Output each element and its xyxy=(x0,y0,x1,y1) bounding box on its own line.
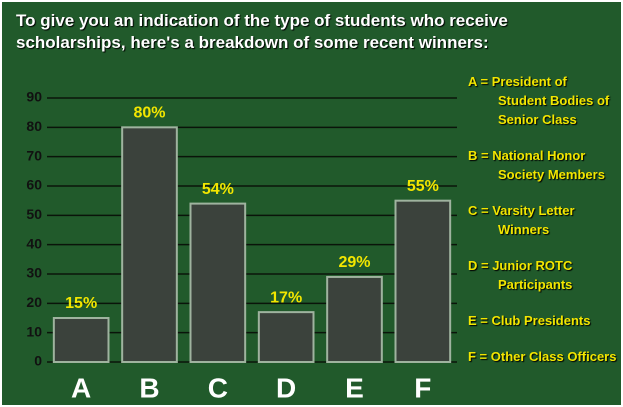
y-tick-label: 50 xyxy=(26,206,42,222)
legend-entry: B = National Honor Society Members xyxy=(468,146,618,184)
value-label: 55% xyxy=(407,178,439,195)
x-tick-label: A xyxy=(71,372,91,403)
value-label: 15% xyxy=(65,295,97,312)
chart-title: To give you an indication of the type of… xyxy=(16,10,596,54)
y-tick-label: 10 xyxy=(26,323,42,339)
y-tick-label: 30 xyxy=(26,265,42,281)
legend: A = President of Student Bodies of Senio… xyxy=(468,72,618,383)
legend-entry: E = Club Presidents xyxy=(468,311,618,330)
x-tick-label: D xyxy=(276,372,296,403)
x-tick-label: C xyxy=(208,372,228,403)
y-tick-label: 20 xyxy=(26,294,42,310)
y-tick-label: 70 xyxy=(26,147,42,163)
bar xyxy=(259,312,314,362)
x-tick-label: B xyxy=(139,372,159,403)
chart-panel: 0 10 20 30 40 50 60 70 80 90 A 15% B 80% C 54% D 17% E 29% F… xyxy=(2,2,621,405)
y-tick-label: 80 xyxy=(26,118,42,134)
bar xyxy=(54,318,109,362)
legend-entry: C = Varsity Letter Winners xyxy=(468,201,618,239)
y-tick-label: 90 xyxy=(26,89,42,105)
value-label: 80% xyxy=(133,105,165,122)
legend-entry: D = Junior ROTC Participants xyxy=(468,256,618,294)
legend-entry: F = Other Class Officers xyxy=(468,347,618,366)
x-tick-label: E xyxy=(345,372,364,403)
y-tick-label: 0 xyxy=(34,353,42,369)
legend-entry: A = President of Student Bodies of Senio… xyxy=(468,72,618,129)
y-tick-label: 60 xyxy=(26,177,42,193)
value-label: 54% xyxy=(202,181,234,198)
x-tick-label: F xyxy=(414,372,431,403)
bar xyxy=(191,204,246,362)
value-label: 29% xyxy=(338,254,370,271)
y-tick-label: 40 xyxy=(26,235,42,251)
bar xyxy=(122,127,177,362)
bar xyxy=(396,201,451,362)
value-label: 17% xyxy=(270,289,302,306)
bar xyxy=(327,277,382,362)
